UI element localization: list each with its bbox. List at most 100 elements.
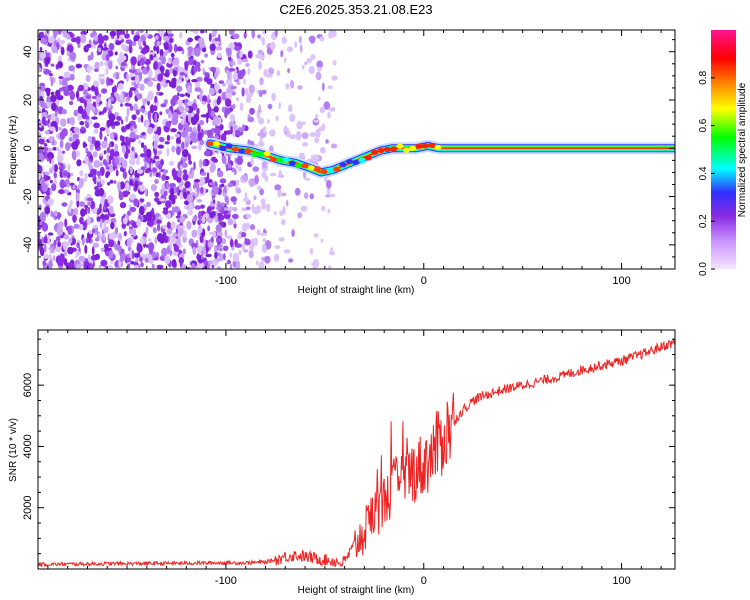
heatmap-cell [138, 38, 142, 48]
signal-blob [219, 145, 227, 151]
heatmap-cell [152, 133, 160, 142]
heatmap-cell [154, 69, 161, 76]
heatmap-cell [107, 61, 113, 70]
signal-blob [352, 159, 360, 165]
heatmap-cell [214, 251, 218, 259]
heatmap-cell [50, 113, 56, 121]
heatmap-cell [147, 110, 152, 121]
heatmap-cell [78, 84, 85, 92]
heatmap-cell [115, 169, 119, 177]
heatmap-cell [319, 36, 325, 42]
heatmap-cell [185, 187, 193, 193]
heatmap-cell [92, 224, 99, 229]
heatmap-cell [236, 130, 241, 137]
heatmap-cell [274, 30, 278, 37]
heatmap-cell [117, 181, 121, 190]
heatmap-cell [101, 140, 108, 149]
heatmap-axis-ticks: -100 0 100 -40 -20 0 20 40 [22, 30, 675, 287]
heatmap-cell [166, 134, 170, 142]
heatmap-cell [163, 35, 170, 42]
heatmap-cell [304, 61, 308, 66]
heatmap-cell [44, 30, 50, 36]
heatmap-cell [126, 103, 132, 107]
heatmap-cell [82, 141, 87, 149]
heatmap-cell [217, 244, 223, 248]
heatmap-cell [110, 218, 117, 223]
heatmap-cell [245, 214, 252, 219]
heatmap-cell [41, 116, 46, 125]
heatmap-cell [265, 73, 273, 78]
heatmap-cell [69, 182, 75, 187]
heatmap-cell [166, 147, 170, 157]
heatmap-cell [220, 237, 227, 245]
signal-blob [250, 151, 258, 158]
heatmap-cell [174, 67, 179, 71]
heatmap-cell [104, 214, 110, 220]
heatmap-cell [193, 214, 198, 222]
heatmap-cell [108, 238, 114, 248]
heatmap-cell [87, 55, 92, 61]
heatmap-cell [200, 171, 207, 176]
heatmap-cell [224, 195, 229, 203]
heatmap-cell [139, 57, 146, 66]
heatmap-cell [157, 144, 164, 149]
heatmap-cell [230, 196, 237, 203]
heatmap-cell [235, 97, 240, 102]
heatmap-cell [133, 264, 139, 269]
heatmap-cell [193, 113, 200, 122]
heatmap-cell [94, 61, 100, 71]
heatmap-cell [84, 244, 88, 254]
heatmap-cell [207, 241, 214, 248]
heatmap-cell [297, 85, 303, 90]
heatmap-cell [85, 148, 89, 153]
heatmap-cell [206, 129, 214, 138]
heatmap-cell [154, 178, 159, 184]
heatmap-cell [248, 178, 256, 187]
heatmap-cell [115, 41, 122, 46]
heatmap-cell [138, 139, 142, 145]
heatmap-cell [283, 57, 287, 63]
heatmap-cell [47, 232, 54, 236]
heatmap-cell [75, 255, 78, 259]
heatmap-cell [201, 101, 207, 105]
heatmap-cell [54, 246, 62, 252]
heatmap-cell [56, 153, 64, 163]
heatmap-cell [200, 59, 205, 64]
heatmap-cell [91, 106, 96, 113]
heatmap-cell [94, 237, 100, 242]
signal-blob [371, 149, 379, 155]
heatmap-cell [251, 30, 255, 39]
heatmap-cell [256, 205, 261, 214]
heatmap-cell [50, 94, 57, 103]
heatmap-cell [151, 263, 155, 269]
heatmap-cell [99, 60, 104, 67]
heatmap-cell [66, 50, 71, 57]
heatmap-cell [102, 35, 109, 41]
heatmap-cell [319, 146, 326, 154]
heatmap-cell [244, 238, 251, 246]
heatmap-cell [89, 66, 94, 71]
heatmap-cell [250, 238, 256, 248]
heatmap-cell [204, 53, 209, 58]
heatmap-cell [209, 43, 216, 51]
heatmap-cell [141, 131, 146, 136]
heatmap-cell [67, 163, 71, 173]
signal-blob [269, 156, 277, 163]
heatmap-cell [72, 185, 76, 190]
heatmap-cell [231, 213, 239, 219]
heatmap-cell [179, 215, 185, 223]
heatmap-cell [108, 113, 116, 122]
heatmap-cell [86, 197, 94, 201]
heatmap-cell [242, 242, 245, 251]
heatmap-cell [71, 150, 77, 160]
heatmap-cell [182, 169, 188, 174]
heatmap-cell [114, 244, 121, 251]
heatmap-cell [67, 241, 71, 246]
heatmap-cell [192, 66, 198, 73]
heatmap-cell [61, 150, 66, 154]
heatmap-cell [271, 92, 276, 102]
heatmap-cell [248, 250, 254, 259]
heatmap-cell [146, 219, 154, 227]
heatmap-cell [140, 34, 147, 43]
heatmap-cell [257, 49, 263, 55]
